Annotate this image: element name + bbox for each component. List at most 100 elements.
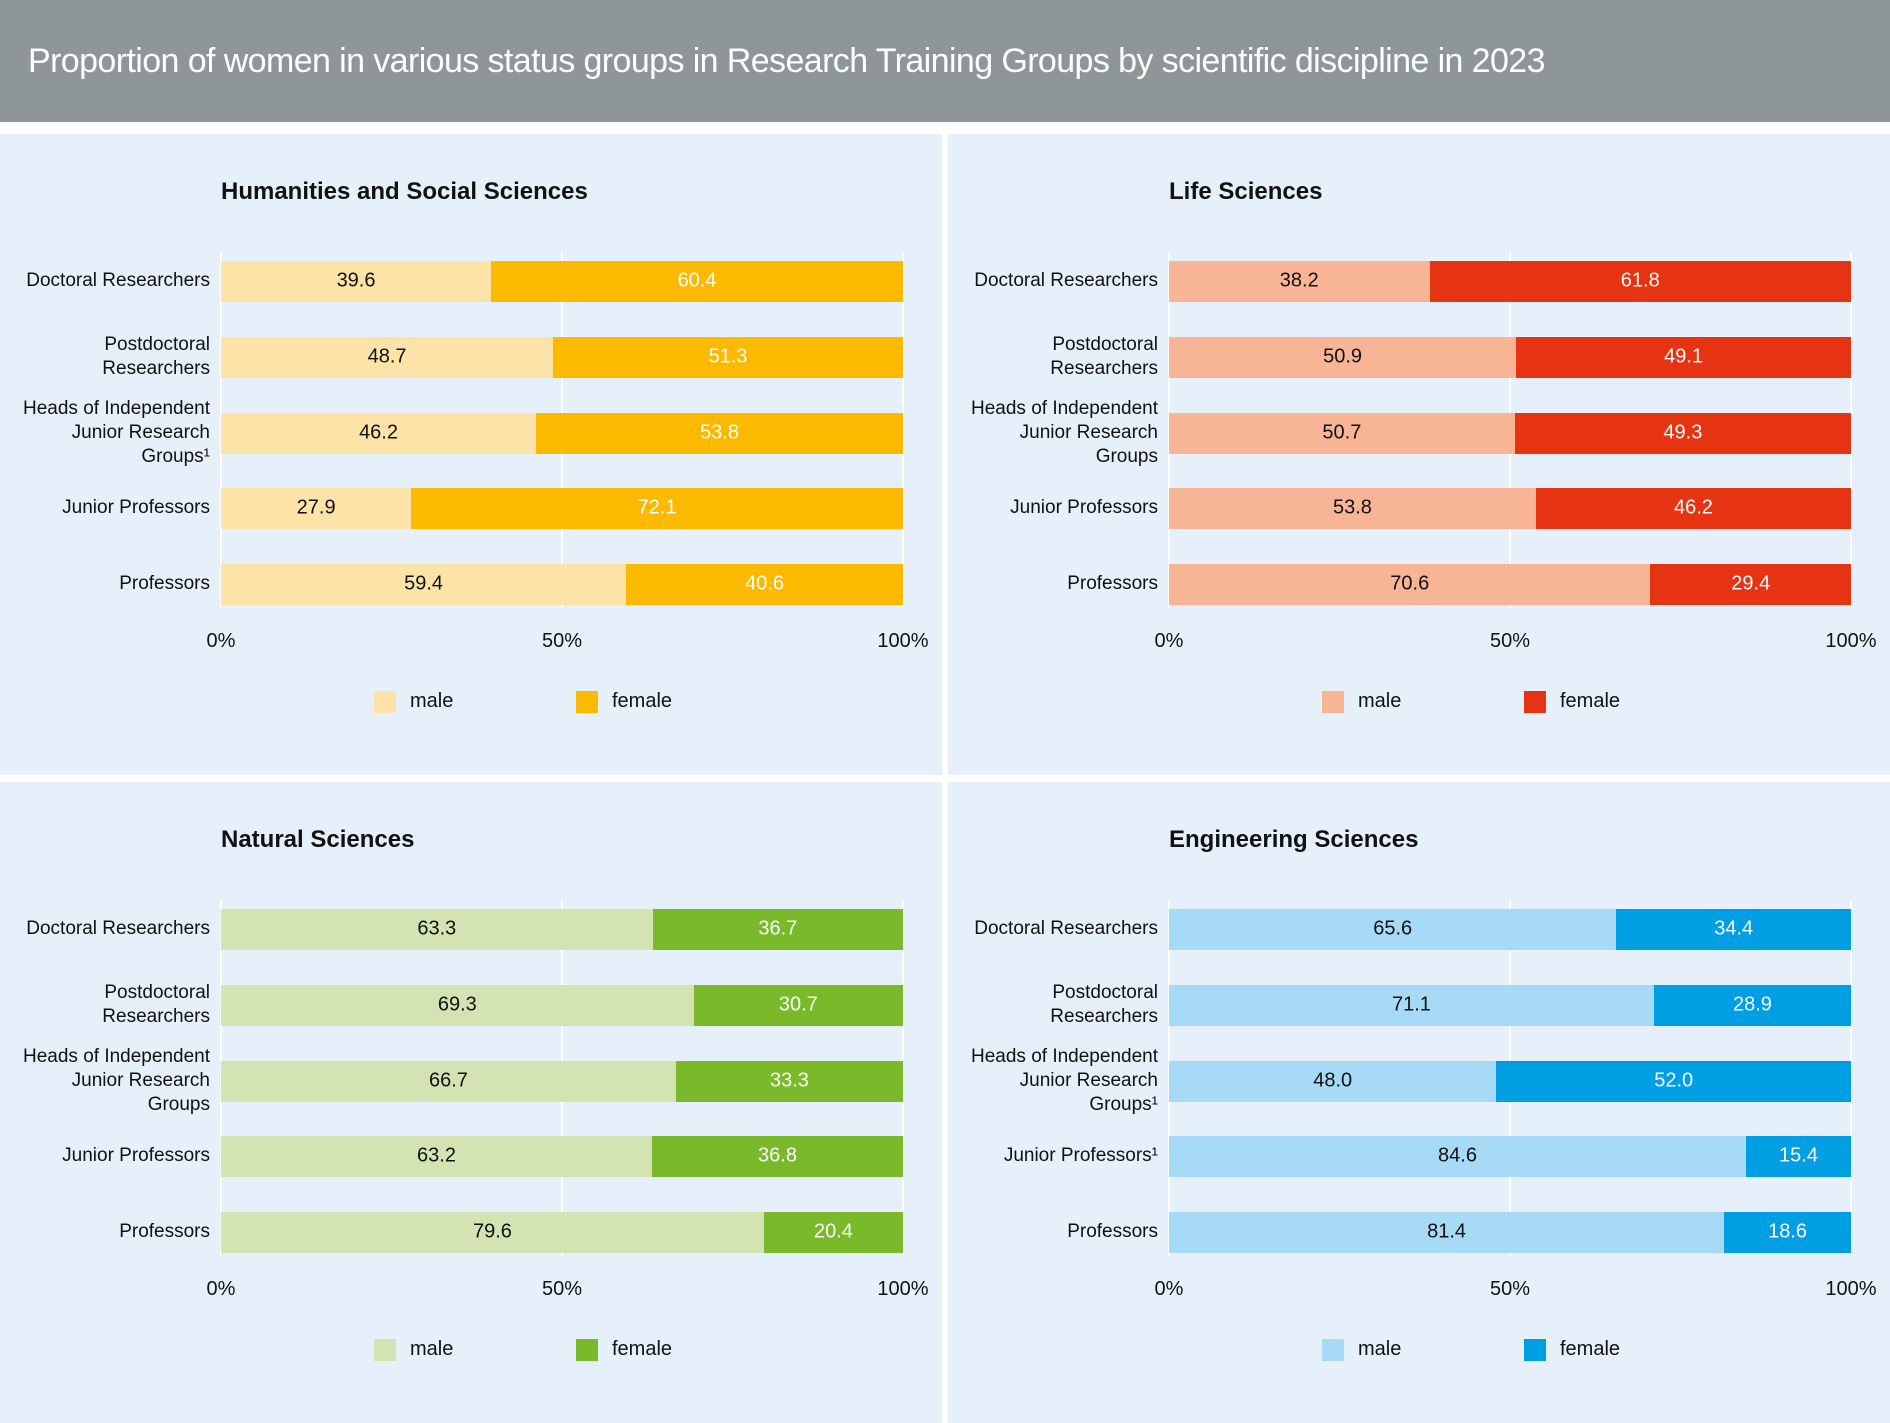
page-title: Proportion of women in various status gr… — [0, 0, 1890, 122]
bar-segment — [1169, 1135, 1746, 1177]
bar-segment — [1169, 1211, 1725, 1253]
x-tick-label: 50% — [541, 1278, 583, 1300]
bar-segment — [1724, 1211, 1851, 1253]
bar-segment — [1169, 908, 1617, 950]
legend-swatch — [576, 1339, 598, 1361]
bar-segment — [221, 563, 627, 605]
bar-segment — [626, 563, 903, 605]
legend-swatch — [374, 691, 396, 713]
x-tick-label: 50% — [1489, 1278, 1531, 1300]
value-label: 52.0 — [1654, 1069, 1694, 1092]
legend-label: male — [1358, 1338, 1402, 1360]
panel-title: Humanities and Social Sciences — [221, 178, 588, 205]
bar-segment — [221, 487, 412, 529]
value-label: 18.6 — [1768, 1220, 1808, 1243]
category-label: Professors — [119, 1221, 210, 1242]
x-tick-label: 0% — [206, 1278, 236, 1300]
x-tick-label: 50% — [1489, 630, 1531, 652]
bar-segment — [652, 908, 903, 950]
x-tick-label: 100% — [1825, 630, 1877, 652]
category-label: Junior Professors — [62, 1145, 210, 1166]
grid-line — [1850, 900, 1852, 1256]
value-label: 38.2 — [1279, 269, 1319, 292]
x-tick-label: 100% — [1825, 1278, 1877, 1300]
bar-segment — [1514, 412, 1851, 454]
bar-segment — [491, 260, 903, 302]
category-label: Postdoctoral Researchers — [102, 334, 210, 379]
bar-segment — [1745, 1135, 1851, 1177]
bar-segment — [675, 1060, 903, 1102]
value-label: 66.7 — [428, 1069, 468, 1092]
bar-segment — [1169, 336, 1517, 378]
x-tick-label: 100% — [877, 1278, 929, 1300]
panel-title: Engineering Sciences — [1169, 826, 1419, 853]
value-label: 61.8 — [1620, 269, 1660, 292]
value-label: 28.9 — [1732, 993, 1772, 1016]
value-label: 50.9 — [1323, 345, 1363, 368]
x-tick-label: 0% — [1154, 630, 1184, 652]
value-label: 46.2 — [1673, 496, 1713, 519]
bar-segment — [1169, 260, 1430, 302]
chart-panel: Natural Sciences 0% 50% 100% Doctoral Resear… — [0, 782, 942, 1423]
bar-segment — [536, 412, 903, 454]
category-label: Doctoral Researchers — [26, 270, 210, 291]
value-label: 40.6 — [745, 572, 785, 595]
bar-segment — [221, 1060, 676, 1102]
category-label: Junior Professors¹ — [1003, 1145, 1158, 1166]
bar-segment — [1535, 487, 1851, 529]
bar-segment — [221, 336, 554, 378]
x-tick-label: 0% — [1154, 1278, 1184, 1300]
legend-label: female — [1560, 1338, 1621, 1360]
value-label: 65.6 — [1373, 917, 1413, 940]
bar-segment — [693, 984, 903, 1026]
category-label: Postdoctoral Researchers — [102, 982, 210, 1027]
value-label: 70.6 — [1390, 572, 1430, 595]
category-label: Doctoral Researchers — [974, 918, 1158, 939]
category-label: Junior Professors — [62, 497, 210, 518]
panel-title: Natural Sciences — [221, 826, 415, 853]
bar-segment — [221, 260, 492, 302]
value-label: 69.3 — [437, 993, 477, 1016]
value-label: 63.2 — [417, 1144, 456, 1167]
bar-segment — [652, 1135, 903, 1177]
value-label: 36.8 — [758, 1144, 797, 1167]
category-label: Heads of Independent Junior Research Gro… — [971, 398, 1158, 467]
bar-segment — [763, 1211, 903, 1253]
legend-label: male — [410, 1338, 454, 1360]
value-label: 84.6 — [1438, 1144, 1477, 1167]
bar-segment — [1650, 563, 1851, 605]
value-label: 33.3 — [769, 1069, 809, 1092]
bar-segment — [1169, 1060, 1497, 1102]
legend-label: female — [1560, 690, 1621, 712]
bar-segment — [221, 908, 653, 950]
category-label: Postdoctoral Researchers — [1050, 982, 1158, 1027]
category-label: Junior Professors — [1010, 497, 1158, 518]
value-label: 27.9 — [296, 496, 336, 519]
bar-segment — [221, 1211, 764, 1253]
value-label: 81.4 — [1427, 1220, 1467, 1243]
legend-label: female — [612, 690, 673, 712]
value-label: 79.6 — [472, 1220, 512, 1243]
legend-label: male — [410, 690, 454, 712]
value-label: 51.3 — [708, 345, 748, 368]
value-label: 34.4 — [1714, 917, 1754, 940]
bar-segment — [553, 336, 903, 378]
panel-title: Life Sciences — [1169, 178, 1323, 205]
x-tick-label: 0% — [206, 630, 236, 652]
x-tick-label: 100% — [877, 630, 929, 652]
value-label: 39.6 — [336, 269, 376, 292]
bar-segment — [221, 1135, 653, 1177]
value-label: 36.7 — [758, 917, 798, 940]
value-label: 59.4 — [404, 572, 444, 595]
value-label: 60.4 — [677, 269, 717, 292]
value-label: 53.8 — [700, 421, 739, 444]
chart-panel: Engineering Sciences 0% 50% 100% Doctoral Re… — [948, 782, 1890, 1423]
value-label: 71.1 — [1391, 993, 1431, 1016]
value-label: 49.1 — [1664, 345, 1704, 368]
legend-swatch — [1524, 691, 1546, 713]
legend-swatch — [1524, 1339, 1546, 1361]
category-label: Doctoral Researchers — [26, 918, 210, 939]
legend-label: male — [1358, 690, 1402, 712]
bar-segment — [1653, 984, 1851, 1026]
